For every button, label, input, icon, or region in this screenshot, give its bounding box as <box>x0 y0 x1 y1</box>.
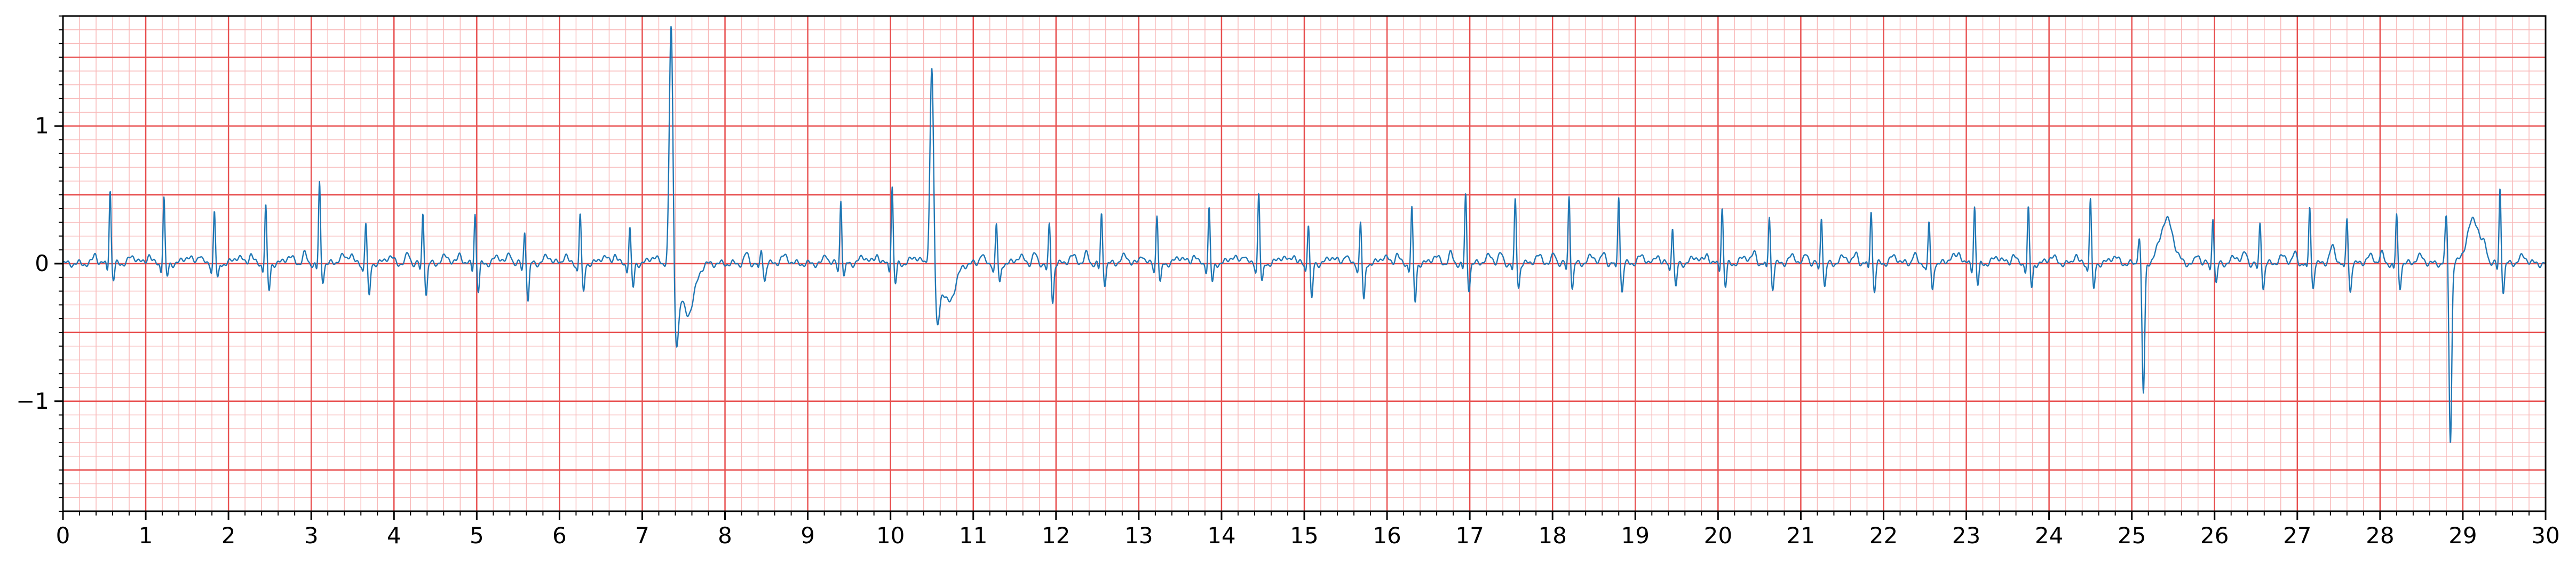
x-tick-label: 28 <box>2366 522 2394 549</box>
x-tick-label: 16 <box>1373 522 1401 549</box>
x-tick-label: 15 <box>1290 522 1318 549</box>
x-tick-label: 12 <box>1042 522 1070 549</box>
x-tick-label: 18 <box>1538 522 1566 549</box>
y-tick-label: −1 <box>16 388 49 414</box>
x-tick-label: 19 <box>1621 522 1650 549</box>
x-tick-label: 4 <box>387 522 401 549</box>
x-tick-label: 24 <box>2035 522 2063 549</box>
ecg-trace-series <box>62 26 2546 443</box>
x-tick-label: 17 <box>1455 522 1484 549</box>
x-tick-label: 29 <box>2448 522 2477 549</box>
y-tick-label: 0 <box>35 250 49 276</box>
y-tick-label: 1 <box>35 113 49 139</box>
x-tick-label: 0 <box>56 522 70 549</box>
x-tick-label: 26 <box>2200 522 2229 549</box>
x-tick-label: 8 <box>718 522 732 549</box>
x-tick-label: 27 <box>2283 522 2311 549</box>
x-tick-label: 10 <box>876 522 905 549</box>
x-tick-label: 9 <box>800 522 815 549</box>
x-tick-label: 21 <box>1787 522 1815 549</box>
x-tick-label: 5 <box>470 522 484 549</box>
x-tick-label: 13 <box>1124 522 1153 549</box>
x-tick-label: 3 <box>304 522 319 549</box>
x-tick-label: 30 <box>2531 522 2559 549</box>
x-tick-label: 25 <box>2118 522 2146 549</box>
x-tick-label: 6 <box>552 522 567 549</box>
x-tick-label: 2 <box>221 522 236 549</box>
x-tick-label: 11 <box>959 522 987 549</box>
x-tick-label: 23 <box>1952 522 1980 549</box>
x-tick-label: 14 <box>1207 522 1235 549</box>
grid-layer <box>62 15 2547 512</box>
x-tick-label: 20 <box>1704 522 1732 549</box>
axis-ticks: 0 1 2 3 4 5 6 7 8 9 10 11 12 13 14 15 16 17 18 19 20 21 22 23 24… <box>16 15 2560 549</box>
x-tick-label: 22 <box>1869 522 1898 549</box>
x-tick-label: 1 <box>139 522 153 549</box>
x-tick-label: 7 <box>635 522 649 549</box>
